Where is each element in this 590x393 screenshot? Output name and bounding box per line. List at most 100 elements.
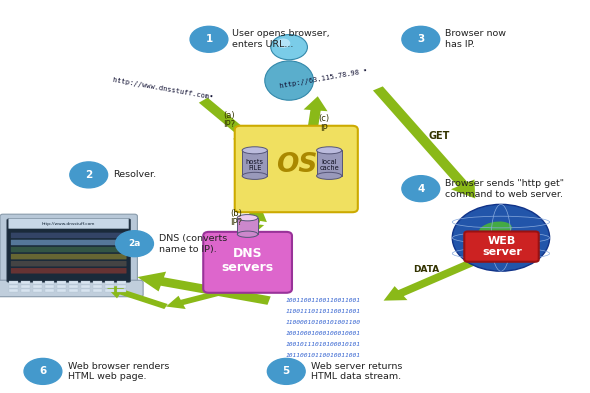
FancyBboxPatch shape bbox=[11, 233, 126, 238]
Polygon shape bbox=[384, 254, 487, 301]
Polygon shape bbox=[240, 200, 264, 238]
Bar bbox=[45, 281, 54, 284]
Bar bbox=[242, 150, 267, 176]
Text: 10110010110010011001: 10110010110010011001 bbox=[286, 353, 361, 358]
Ellipse shape bbox=[317, 172, 342, 179]
Polygon shape bbox=[106, 286, 168, 309]
Polygon shape bbox=[304, 96, 327, 152]
Bar bbox=[68, 281, 78, 284]
Ellipse shape bbox=[237, 231, 258, 237]
Bar bbox=[105, 281, 114, 284]
Circle shape bbox=[24, 358, 62, 384]
Bar bbox=[117, 285, 126, 288]
Bar bbox=[21, 289, 30, 292]
Ellipse shape bbox=[265, 61, 313, 100]
Bar bbox=[68, 285, 78, 288]
Text: Browser now
has IP.: Browser now has IP. bbox=[445, 29, 506, 49]
Ellipse shape bbox=[501, 240, 524, 252]
Text: (b)
IP?: (b) IP? bbox=[230, 209, 242, 228]
Text: WEB
server: WEB server bbox=[482, 236, 522, 257]
Bar bbox=[93, 285, 102, 288]
Text: 4: 4 bbox=[417, 184, 424, 194]
Bar bbox=[32, 281, 42, 284]
Polygon shape bbox=[241, 206, 267, 244]
FancyBboxPatch shape bbox=[9, 219, 129, 229]
Text: 3: 3 bbox=[417, 34, 424, 44]
Ellipse shape bbox=[478, 222, 512, 238]
Text: hosts
FILE: hosts FILE bbox=[246, 159, 264, 171]
Bar bbox=[81, 285, 90, 288]
FancyBboxPatch shape bbox=[7, 219, 130, 282]
Text: Web browser renders
HTML web page.: Web browser renders HTML web page. bbox=[68, 362, 169, 381]
Bar bbox=[93, 289, 102, 292]
FancyBboxPatch shape bbox=[0, 280, 143, 297]
Bar bbox=[45, 285, 54, 288]
FancyBboxPatch shape bbox=[11, 268, 126, 274]
Text: http://www.dnsstuff.com•: http://www.dnsstuff.com• bbox=[108, 76, 218, 101]
FancyBboxPatch shape bbox=[11, 240, 126, 245]
Ellipse shape bbox=[317, 147, 342, 154]
Text: 2a: 2a bbox=[129, 239, 141, 248]
Bar bbox=[9, 285, 18, 288]
Text: GET: GET bbox=[429, 130, 450, 141]
Ellipse shape bbox=[242, 147, 267, 154]
Bar bbox=[9, 289, 18, 292]
Text: (a)
IP?: (a) IP? bbox=[223, 110, 235, 129]
Text: 11001110110110011001: 11001110110110011001 bbox=[286, 309, 361, 314]
Bar bbox=[57, 289, 66, 292]
Bar bbox=[105, 289, 114, 292]
Bar bbox=[105, 285, 114, 288]
Text: 1: 1 bbox=[205, 34, 212, 44]
Bar bbox=[32, 289, 42, 292]
Text: Web server returns
HTML data stream.: Web server returns HTML data stream. bbox=[311, 362, 402, 381]
Circle shape bbox=[277, 39, 290, 48]
Text: DNS (converts
name to IP).: DNS (converts name to IP). bbox=[159, 234, 227, 253]
Bar bbox=[81, 289, 90, 292]
FancyBboxPatch shape bbox=[0, 214, 137, 287]
Text: OS: OS bbox=[276, 152, 317, 178]
Text: DATA: DATA bbox=[414, 265, 440, 274]
Bar bbox=[117, 289, 126, 292]
Circle shape bbox=[267, 358, 305, 384]
FancyBboxPatch shape bbox=[11, 254, 126, 259]
Text: local
cache: local cache bbox=[319, 159, 339, 171]
Text: 10010001000100010001: 10010001000100010001 bbox=[286, 331, 361, 336]
Text: 10010111010100010101: 10010111010100010101 bbox=[286, 342, 361, 347]
Circle shape bbox=[453, 204, 550, 271]
Bar bbox=[32, 285, 42, 288]
Bar bbox=[21, 285, 30, 288]
Text: Resolver.: Resolver. bbox=[113, 171, 156, 179]
Bar bbox=[317, 150, 342, 176]
Text: User opens browser,
enters URL...: User opens browser, enters URL... bbox=[232, 29, 329, 49]
Text: DNS
servers: DNS servers bbox=[222, 247, 274, 274]
Bar bbox=[93, 281, 102, 284]
FancyBboxPatch shape bbox=[11, 261, 126, 266]
Circle shape bbox=[190, 26, 228, 52]
Ellipse shape bbox=[237, 215, 258, 221]
Bar bbox=[45, 289, 54, 292]
Polygon shape bbox=[137, 272, 271, 305]
Bar bbox=[81, 281, 90, 284]
Bar bbox=[21, 281, 30, 284]
Text: http://www.dnsstuff.com: http://www.dnsstuff.com bbox=[42, 222, 96, 226]
Text: 5: 5 bbox=[283, 366, 290, 376]
Text: (c)
IP: (c) IP bbox=[318, 114, 329, 133]
FancyBboxPatch shape bbox=[11, 247, 126, 252]
Circle shape bbox=[116, 231, 153, 257]
Circle shape bbox=[271, 35, 307, 60]
Polygon shape bbox=[373, 86, 475, 198]
Text: 11000010100101001100: 11000010100101001100 bbox=[286, 320, 361, 325]
Circle shape bbox=[70, 162, 107, 188]
Bar bbox=[237, 218, 258, 234]
Text: http://63.115.78.98 •: http://63.115.78.98 • bbox=[275, 67, 372, 90]
Text: Browser sends "http get"
command to web server.: Browser sends "http get" command to web … bbox=[445, 179, 565, 198]
Ellipse shape bbox=[242, 172, 267, 179]
Polygon shape bbox=[199, 98, 258, 145]
Circle shape bbox=[402, 176, 440, 202]
FancyBboxPatch shape bbox=[203, 232, 292, 293]
Bar bbox=[57, 281, 66, 284]
Bar bbox=[117, 281, 126, 284]
FancyBboxPatch shape bbox=[235, 126, 358, 212]
Bar bbox=[9, 281, 18, 284]
FancyBboxPatch shape bbox=[464, 231, 539, 262]
